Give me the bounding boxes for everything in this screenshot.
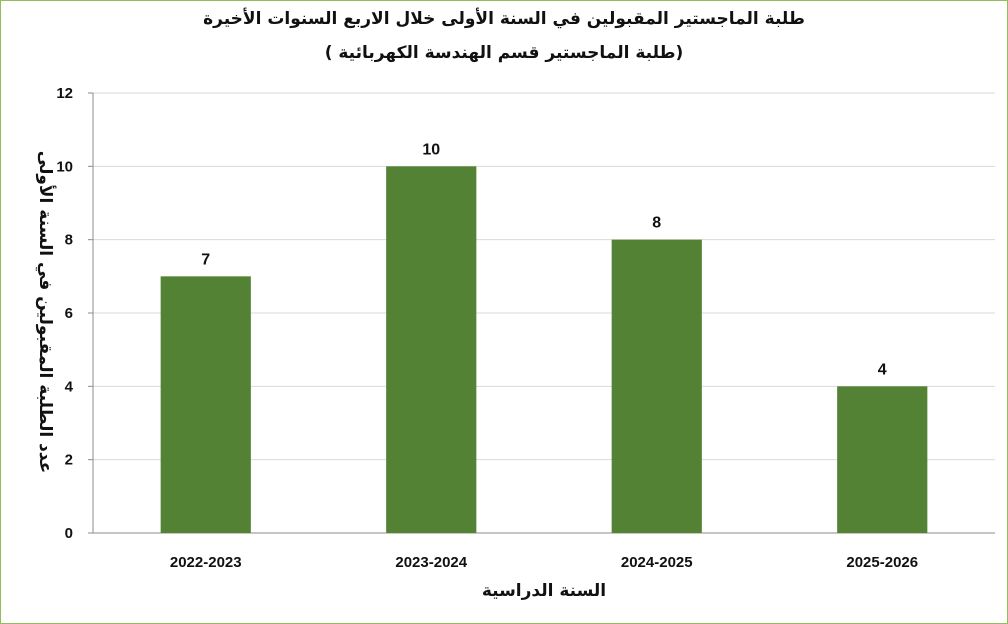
y-axis-label: عدد الطلبة المقبولين في السنة الأولى xyxy=(35,151,56,474)
bar-2023-2024 xyxy=(386,166,477,534)
y-tick-label: 4 xyxy=(65,378,74,395)
bars xyxy=(160,166,928,534)
y-tick-label: 8 xyxy=(65,232,73,249)
y-tick-label: 2 xyxy=(65,452,73,469)
x-tick-label-2023-2024: 2023-2024 xyxy=(395,554,467,571)
data-label-2023-2024: 10 xyxy=(422,141,440,158)
bar-2025-2026 xyxy=(837,386,928,533)
y-tick-label: 0 xyxy=(65,525,73,542)
x-tick-label-2024-2025: 2024-2025 xyxy=(621,554,693,571)
y-tick-label: 10 xyxy=(56,158,73,175)
chart-subtitle: (طلبة الماجستير قسم الهندسة الكهربائية ) xyxy=(325,43,684,63)
data-label-2025-2026: 4 xyxy=(878,361,887,378)
bar-2022-2023 xyxy=(160,276,251,533)
y-axis-tick-labels: 0 2 4 6 8 10 12 xyxy=(56,85,73,542)
chart-title: طلبة الماجستير المقبولين في السنة الأولى… xyxy=(203,8,805,29)
y-tick-label: 12 xyxy=(56,85,73,102)
data-labels: 7 10 8 4 xyxy=(201,141,887,378)
data-label-2022-2023: 7 xyxy=(201,251,210,268)
data-label-2024-2025: 8 xyxy=(652,215,661,232)
x-axis-tick-labels: 2022-2023 2023-2024 2024-2025 2025-2026 xyxy=(170,554,918,571)
y-tick-label: 6 xyxy=(65,305,73,322)
x-tick-label-2025-2026: 2025-2026 xyxy=(846,554,918,571)
bar-2024-2025 xyxy=(611,239,702,533)
x-tick-label-2022-2023: 2022-2023 xyxy=(170,554,242,571)
x-axis-label: السنة الدراسية xyxy=(482,581,606,601)
